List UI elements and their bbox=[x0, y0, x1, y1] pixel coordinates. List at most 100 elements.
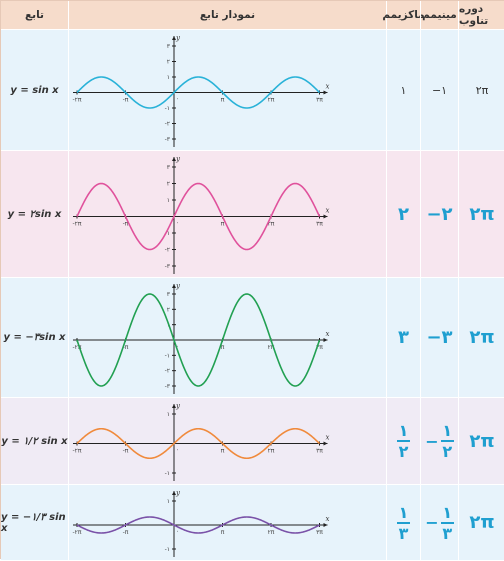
table-row: y = −۳sin x x y ۳ ۲ ۱ -۱ -۲ -۳ -۲π -π π ۲π ۳π ۰ ۳ −۳ … bbox=[1, 277, 504, 397]
table-header: تابع نمودار تابع ماکزیمم مینیمم دوره تنا… bbox=[1, 1, 504, 29]
period-value: ۲π bbox=[458, 278, 504, 397]
header-graph: نمودار تابع bbox=[68, 1, 386, 29]
y-axis-name: y bbox=[175, 282, 181, 290]
y-tick-label: ۲ bbox=[167, 181, 170, 188]
y-tick-label: ۱ bbox=[167, 411, 170, 418]
x-tick-label: π bbox=[221, 221, 225, 228]
sine-graph: x y۱ -۱ -۲π -π π ۲π ۳π ۰ bbox=[73, 489, 330, 557]
x-tick-label: -π bbox=[123, 529, 129, 536]
x-tick-label: ۳π bbox=[316, 448, 323, 455]
y-tick-label: -۱ bbox=[165, 230, 170, 237]
y-tick-label: -۱ bbox=[165, 105, 170, 112]
sine-curve bbox=[76, 293, 321, 387]
period-value: ۲π bbox=[458, 30, 504, 150]
y-tick-label: -۱ bbox=[165, 546, 170, 553]
x-tick-label: ۳π bbox=[316, 344, 323, 351]
fraction-denominator: ۲ bbox=[442, 442, 453, 461]
y-tick-label: -۳ bbox=[165, 263, 171, 270]
y-axis-name: y bbox=[175, 489, 181, 497]
maximum-fraction: ۱ ۲ bbox=[397, 422, 410, 460]
y-axis-arrow bbox=[172, 36, 176, 40]
maximum-value: ۳ bbox=[386, 278, 420, 397]
maximum-value: ۱ ۲ bbox=[386, 398, 420, 484]
fraction-numerator: ۱ bbox=[442, 502, 453, 522]
period-text: ۲π bbox=[469, 203, 495, 225]
x-tick-label: ۳π bbox=[316, 97, 323, 104]
x-tick-label: ۲π bbox=[268, 97, 275, 104]
y-axis-arrow bbox=[172, 491, 176, 495]
y-tick-label: ۲ bbox=[167, 306, 170, 313]
y-axis-arrow bbox=[172, 284, 176, 288]
fraction-numerator: ۱ bbox=[398, 421, 409, 440]
x-tick-label: -۲π bbox=[73, 448, 82, 455]
y-axis-name: y bbox=[175, 155, 181, 163]
minimum-text: −۱ bbox=[431, 83, 448, 97]
x-tick-label: π bbox=[221, 448, 225, 455]
period-value: ۲π bbox=[458, 398, 504, 484]
table-row: y = ۲sin x x y ۳ ۲ ۱ -۱ -۲ -۳ -۲π -π π ۲π ۳π ۰ ۲ −۲ ۲… bbox=[1, 150, 504, 277]
origin-label: ۰ bbox=[176, 220, 179, 227]
fraction-denominator: ۳ bbox=[398, 523, 409, 543]
maximum-text: ۱ bbox=[400, 83, 407, 97]
x-axis-arrow bbox=[323, 214, 328, 219]
origin-label: ۰ bbox=[176, 528, 179, 535]
x-tick-label: π bbox=[221, 529, 225, 536]
minimum-text: −۳ bbox=[426, 327, 453, 348]
sine-curve bbox=[76, 182, 321, 251]
y-tick-label: -۱ bbox=[165, 470, 170, 477]
fraction-bar bbox=[440, 521, 454, 524]
x-axis-name: x bbox=[326, 83, 330, 91]
x-tick-label: ۳π bbox=[316, 221, 323, 228]
y-axis-name: y bbox=[175, 34, 181, 42]
fraction-bar bbox=[397, 440, 410, 442]
period-text: ۲π bbox=[475, 83, 489, 97]
y-tick-label: ۱ bbox=[167, 498, 170, 505]
maximum-value: ۲ bbox=[386, 151, 420, 277]
function-graph: x y ۳ ۲ ۱ -۱ -۲ -۳ -۲π -π π ۲π ۳π ۰ bbox=[68, 30, 386, 150]
x-axis-arrow bbox=[323, 90, 328, 95]
x-tick-label: π bbox=[221, 97, 225, 104]
x-tick-label: ۳π bbox=[316, 529, 323, 536]
maximum-text: ۲ bbox=[398, 203, 409, 225]
y-tick-label: ۱ bbox=[167, 197, 170, 204]
function-graph: x y ۱ -۱ -۲π -π π ۲π ۳π ۰ bbox=[68, 485, 386, 560]
x-axis-arrow bbox=[323, 338, 328, 342]
fraction-bar bbox=[440, 440, 454, 442]
minimum-value: −۱ bbox=[420, 30, 458, 150]
minimum-value: −۲ bbox=[420, 151, 458, 277]
period-text: ۲π bbox=[469, 430, 495, 452]
maximum-fraction: ۱ ۳ bbox=[397, 504, 410, 542]
period-value: ۲π bbox=[458, 151, 504, 277]
x-tick-label: -۲π bbox=[73, 344, 82, 351]
x-tick-label: ۲π bbox=[268, 529, 275, 536]
maximum-value: ۱ ۳ bbox=[386, 485, 420, 560]
y-tick-label: -۲ bbox=[165, 368, 170, 375]
function-graph: x y ۳ ۲ ۱ -۱ -۲ -۳ -۲π -π π ۲π ۳π ۰ bbox=[68, 278, 386, 397]
period-text: ۲π bbox=[469, 327, 495, 348]
origin-label: ۰ bbox=[176, 96, 179, 103]
x-tick-label: -۲π bbox=[73, 529, 82, 536]
y-tick-label: -۲ bbox=[165, 121, 170, 128]
header-period: دوره تناوب bbox=[458, 1, 504, 29]
table-row: y = −۱/۳ sin x x y ۱ -۱ -۲π -π π ۲π ۳π ۰ ۱ ۳ − ۱ … bbox=[1, 484, 504, 560]
y-tick-label: -۳ bbox=[165, 383, 171, 390]
header-minimum: مینیمم bbox=[420, 1, 458, 29]
sine-graph: x y۳ ۲ ۱ -۱ -۲ -۳ -۲π -π π ۲π ۳π ۰ bbox=[73, 155, 330, 274]
y-tick-label: ۲ bbox=[167, 59, 170, 66]
fraction-numerator: ۱ bbox=[398, 502, 409, 522]
period-value: ۲π bbox=[458, 485, 504, 560]
x-axis-arrow bbox=[323, 523, 328, 527]
header-function: تابع bbox=[24, 9, 44, 21]
origin-label: ۰ bbox=[176, 343, 179, 350]
minus-sign: − bbox=[425, 431, 439, 451]
function-label: y = −۳sin x bbox=[3, 332, 66, 343]
sine-curve bbox=[76, 427, 321, 460]
fraction-bar bbox=[397, 521, 410, 524]
x-axis-name: x bbox=[326, 207, 330, 215]
function-graph: x y ۱ -۱ -۲π -π π ۲π ۳π ۰ bbox=[68, 398, 386, 484]
function-graph: x y ۳ ۲ ۱ -۱ -۲ -۳ -۲π -π π ۲π ۳π ۰ bbox=[68, 151, 386, 277]
y-tick-label: ۳ bbox=[167, 43, 171, 50]
y-tick-label: -۱ bbox=[165, 352, 170, 359]
y-tick-label: ۳ bbox=[167, 291, 171, 298]
